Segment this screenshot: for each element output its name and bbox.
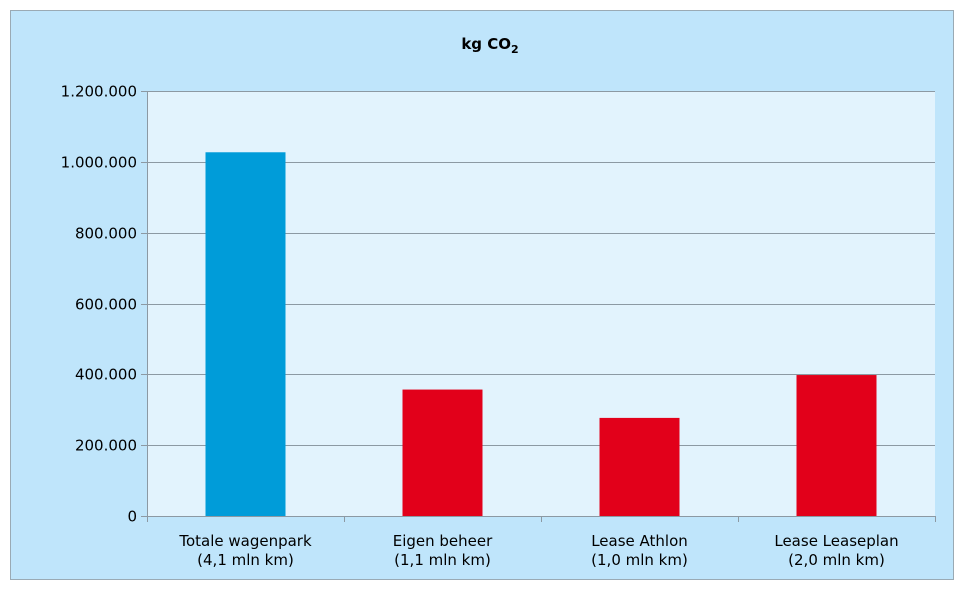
x-category-label: (1,0 mln km) [591, 551, 688, 569]
y-tick-label: 800.000 [75, 225, 137, 243]
bar [796, 375, 877, 516]
y-tick-label: 400.000 [75, 366, 137, 384]
x-category-label: Eigen beheer [393, 532, 493, 550]
bar [402, 389, 483, 516]
bar [599, 417, 680, 516]
chart-title: kg CO2 [461, 35, 518, 56]
bars [205, 152, 877, 517]
y-tick-label: 1.000.000 [61, 154, 137, 172]
chart-frame: 0 200.000 400.000 600.000 800.000 1.000.000 1.… [10, 10, 954, 580]
y-tick-label: 0 [127, 508, 137, 526]
x-category-label: Lease Athlon [591, 532, 688, 550]
labels: 0 200.000 400.000 600.000 800.000 1.000.000 1.… [61, 83, 899, 570]
x-category-label: (1,1 mln km) [394, 551, 491, 569]
chart-title-main: kg CO [461, 35, 511, 53]
chart-title-subscript: 2 [511, 43, 519, 56]
y-tick-label: 1.200.000 [61, 83, 137, 101]
y-tick-label: 600.000 [75, 296, 137, 314]
x-category-label: Lease Leaseplan [774, 532, 898, 550]
bar-chart: 0 200.000 400.000 600.000 800.000 1.000.000 1.… [61, 35, 936, 570]
x-category-label: (2,0 mln km) [788, 551, 885, 569]
x-category-label: Totale wagenpark [178, 532, 312, 550]
axes [141, 91, 936, 522]
bar [205, 152, 286, 517]
y-tick-label: 200.000 [75, 437, 137, 455]
x-category-label: (4,1 mln km) [197, 551, 294, 569]
